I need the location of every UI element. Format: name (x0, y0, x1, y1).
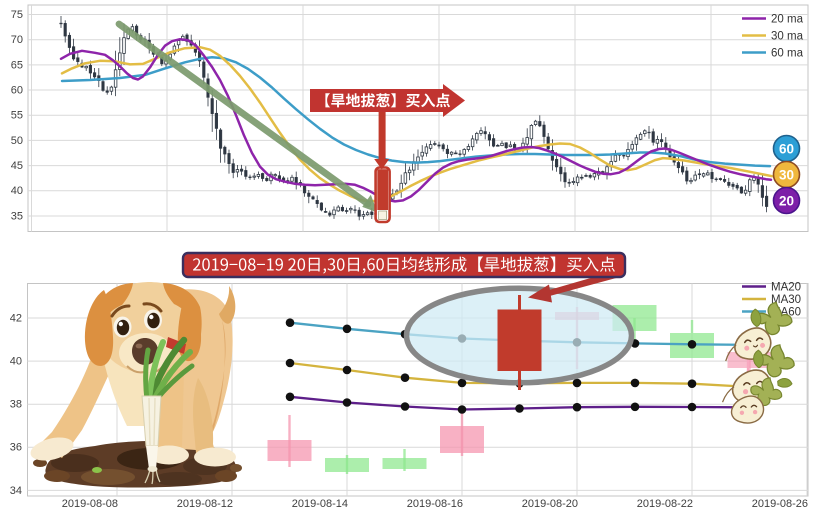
svg-text:20 ma: 20 ma (771, 14, 804, 26)
svg-text:55: 55 (11, 110, 23, 122)
svg-text:2019-08-12: 2019-08-12 (177, 498, 233, 510)
svg-text:2019-08-22: 2019-08-22 (637, 498, 693, 510)
svg-text:36: 36 (10, 442, 22, 454)
svg-text:42: 42 (10, 312, 22, 324)
svg-text:40: 40 (10, 356, 22, 368)
svg-text:MA30: MA30 (771, 294, 801, 306)
svg-text:35: 35 (11, 210, 23, 222)
svg-text:2019-08-26: 2019-08-26 (752, 498, 808, 510)
svg-text:65: 65 (11, 59, 23, 71)
svg-text:2019-08-16: 2019-08-16 (407, 498, 463, 510)
svg-text:75: 75 (11, 9, 23, 21)
svg-text:34: 34 (10, 485, 22, 497)
svg-text:40: 40 (11, 185, 23, 197)
svg-text:20: 20 (779, 194, 794, 209)
svg-text:30: 30 (779, 168, 794, 183)
svg-text:MA20: MA20 (771, 282, 801, 294)
svg-text:2019-08-14: 2019-08-14 (292, 498, 348, 510)
svg-text:2019-08-20: 2019-08-20 (522, 498, 578, 510)
svg-text:60: 60 (11, 84, 23, 96)
svg-text:45: 45 (11, 160, 23, 172)
svg-text:38: 38 (10, 399, 22, 411)
svg-text:60: 60 (779, 142, 794, 157)
svg-text:70: 70 (11, 34, 23, 46)
svg-text:50: 50 (11, 135, 23, 147)
svg-text:30 ma: 30 ma (771, 31, 804, 43)
svg-text:2019-08-08: 2019-08-08 (62, 498, 118, 510)
svg-text:60 ma: 60 ma (771, 48, 804, 60)
